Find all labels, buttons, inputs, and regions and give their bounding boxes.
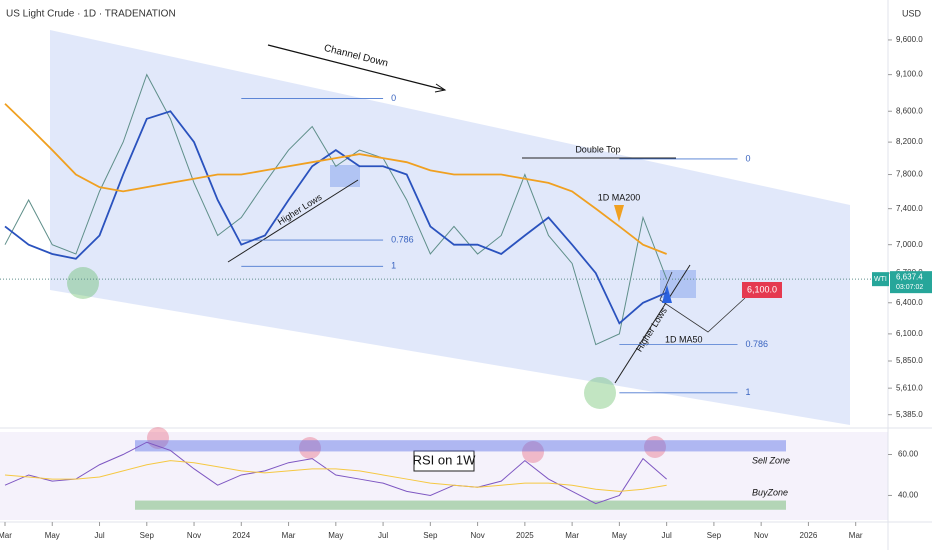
y-tick-label: 6,400.0 (896, 298, 923, 307)
x-tick-label: Mar (282, 531, 296, 540)
y-tick-label: 7,800.0 (896, 170, 923, 179)
y-tick-label: 5,850.0 (896, 356, 923, 365)
y-tick-label: 9,600.0 (896, 35, 923, 44)
annotation: Double Top (575, 144, 620, 154)
y-tick-label: 5,385.0 (896, 410, 923, 419)
rsi-title-box (413, 450, 475, 472)
y-tick-label: 5,610.0 (896, 383, 923, 392)
y-tick-label: 7,400.0 (896, 204, 923, 213)
fib-label: 1 (746, 387, 751, 397)
x-tick-label: Mar (849, 531, 863, 540)
rsi-zone (135, 440, 786, 452)
x-tick-label: Mar (0, 531, 12, 540)
ma-line (4, 110, 667, 325)
x-tick-label: Nov (187, 531, 201, 540)
arrow (267, 44, 446, 91)
arrow-head (434, 83, 447, 93)
x-tick-label: May (612, 531, 627, 540)
trend-line (614, 264, 691, 384)
y-tick-label: 60.00 (898, 450, 919, 459)
annotation: 1D MA200 (598, 192, 641, 202)
low-marker (67, 267, 99, 299)
target-label: 6,100.0 (747, 284, 777, 294)
arrow-up (662, 285, 672, 303)
fib-label: 0.786 (746, 339, 769, 349)
x-tick-label: Mar (565, 531, 579, 540)
rsi-line (4, 441, 667, 505)
last-price-label: 6,637.4 (896, 272, 923, 281)
symbol-tag (872, 272, 889, 287)
zone (330, 165, 360, 187)
x-tick-label: Jul (378, 531, 388, 540)
trend-line (227, 179, 359, 263)
y-tick-label: 9,100.0 (896, 70, 923, 79)
rsi-line (4, 460, 667, 492)
x-tick-label: Sep (707, 531, 722, 540)
rsi-peak (522, 441, 544, 463)
countdown: 03:07:02 (896, 284, 923, 291)
annotation: 1D MA50 (665, 334, 703, 344)
symbol: US Light Crude · 1D · TRADENATION (6, 9, 176, 20)
last-price-tag (890, 271, 932, 294)
fib-label: 0 (391, 93, 396, 103)
rsi-panel (0, 432, 888, 520)
ma-line (4, 103, 667, 255)
x-tick-label: 2024 (232, 531, 250, 540)
x-tick-label: 2026 (800, 531, 818, 540)
arrow-down (614, 205, 624, 222)
rsi-peak (299, 437, 321, 459)
x-tick-label: Nov (470, 531, 484, 540)
zone-label: Sell Zone (752, 455, 790, 465)
x-tick-label: May (45, 531, 60, 540)
symbol-tag-label: WTI (874, 276, 887, 283)
currency: USD (902, 8, 922, 18)
y-tick-label: 40.00 (898, 491, 919, 500)
x-tick-label: Nov (754, 531, 768, 540)
projection (659, 271, 746, 333)
y-tick-label: 7,000.0 (896, 240, 923, 249)
x-tick-label: 2025 (516, 531, 534, 540)
y-tick-label: 8,200.0 (896, 137, 923, 146)
x-tick-label: Sep (140, 531, 155, 540)
x-tick-label: Sep (423, 531, 438, 540)
x-tick-label: Jul (94, 531, 104, 540)
zone-label: BuyZone (752, 487, 788, 497)
price-line (4, 73, 668, 346)
channel (50, 30, 850, 425)
fib-label: 0.786 (391, 234, 414, 244)
x-tick-label: May (328, 531, 343, 540)
fib-label: 1 (391, 261, 396, 271)
y-tick-label: 8,600.0 (896, 106, 923, 115)
rsi-zone (135, 500, 786, 510)
x-tick-label: Jul (662, 531, 672, 540)
target-box (742, 282, 782, 298)
rsi-title: RSI on 1W (413, 452, 477, 467)
y-tick-label: 6,100.0 (896, 329, 923, 338)
rsi-peak (147, 427, 169, 449)
low-marker (584, 377, 616, 409)
fib-label: 0 (746, 153, 751, 163)
rsi-peak (644, 436, 666, 458)
